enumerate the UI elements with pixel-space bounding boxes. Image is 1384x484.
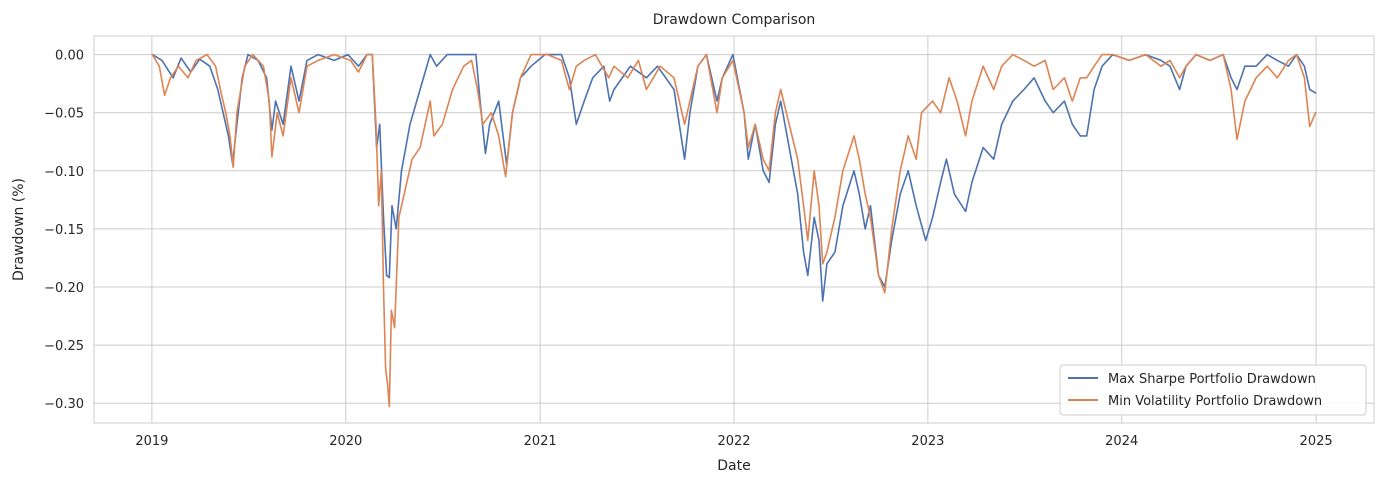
x-tick-label: 2020 xyxy=(329,434,362,449)
x-tick-label: 2025 xyxy=(1300,434,1333,449)
x-tick-label: 2022 xyxy=(717,434,750,449)
x-tick-label: 2021 xyxy=(524,434,557,449)
x-tick-label: 2023 xyxy=(911,434,944,449)
chart-title: Drawdown Comparison xyxy=(653,12,816,28)
legend-label-max-sharpe: Max Sharpe Portfolio Drawdown xyxy=(1108,372,1316,387)
y-tick-label: −0.20 xyxy=(44,281,84,296)
x-tick-label: 2019 xyxy=(135,434,168,449)
tick-labels: 2019 2020 2021 2022 2023 2024 2025 0.00 −0.05 −0.… xyxy=(44,49,1332,449)
max-sharpe-drawdown-line xyxy=(151,53,1317,302)
y-axis-label: Drawdown (%) xyxy=(11,178,27,281)
min-volatility-drawdown-line xyxy=(151,53,1317,408)
legend-label-min-volatility: Min Volatility Portfolio Drawdown xyxy=(1108,394,1322,409)
x-axis-label: Date xyxy=(717,458,750,474)
series-lines xyxy=(151,53,1317,408)
y-tick-label: −0.10 xyxy=(44,165,84,180)
legend-box xyxy=(1059,364,1367,416)
y-tick-label: −0.05 xyxy=(44,107,84,122)
y-tick-label: −0.15 xyxy=(44,223,84,238)
y-tick-label: 0.00 xyxy=(55,49,84,64)
y-tick-label: −0.30 xyxy=(44,397,84,412)
x-tick-label: 2024 xyxy=(1105,434,1138,449)
grid-lines xyxy=(94,36,1374,423)
legend: Max Sharpe Portfolio Drawdown Min Volati… xyxy=(1059,364,1367,416)
y-tick-label: −0.25 xyxy=(44,339,84,354)
plot-frame xyxy=(93,35,1375,424)
